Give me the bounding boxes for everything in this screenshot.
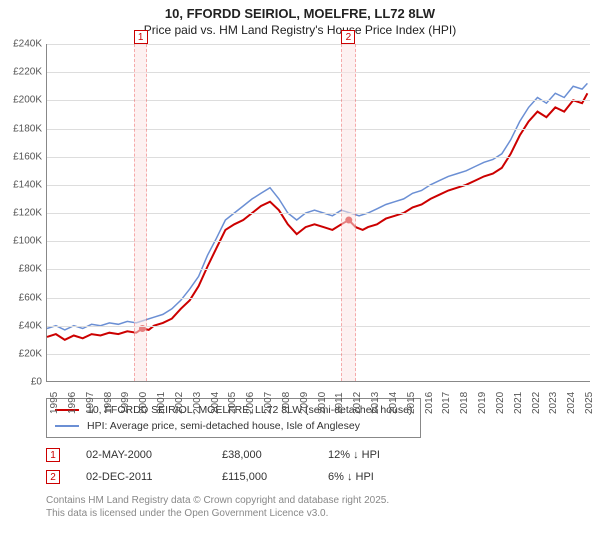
plot-area: 12: [46, 44, 590, 382]
y-axis-label: £160K: [13, 151, 42, 162]
x-axis-label: 2018: [459, 392, 470, 414]
y-axis-label: £20K: [19, 348, 42, 359]
y-axis-label: £40K: [19, 320, 42, 331]
x-axis-label: 1998: [103, 392, 114, 414]
marker-hpi-delta: 12% ↓ HPI: [328, 449, 428, 461]
title-block: 10, FFORDD SEIRIOL, MOELFRE, LL72 8LW Pr…: [0, 0, 600, 39]
chart-container: 10, FFORDD SEIRIOL, MOELFRE, LL72 8LW Pr…: [0, 0, 600, 560]
marker-row: 2 02-DEC-2011 £115,000 6% ↓ HPI: [46, 466, 428, 488]
y-axis-label: £0: [31, 377, 42, 388]
series-line: [47, 93, 587, 339]
x-axis-label: 2016: [424, 392, 435, 414]
marker-flag: 2: [341, 30, 355, 44]
x-axis-label: 2009: [299, 392, 310, 414]
marker-row: 1 02-MAY-2000 £38,000 12% ↓ HPI: [46, 444, 428, 466]
marker-flag: 1: [134, 30, 148, 44]
markers-table: 1 02-MAY-2000 £38,000 12% ↓ HPI 2 02-DEC…: [46, 444, 428, 488]
x-axis-label: 2010: [317, 392, 328, 414]
y-axis-label: £120K: [13, 208, 42, 219]
x-axis-label: 2021: [513, 392, 524, 414]
x-axis-label: 2015: [406, 392, 417, 414]
x-axis-label: 2012: [352, 392, 363, 414]
y-axis-label: £220K: [13, 67, 42, 78]
footer-line: This data is licensed under the Open Gov…: [46, 507, 389, 520]
marker-index-box: 2: [46, 470, 60, 484]
x-axis-label: 2020: [495, 392, 506, 414]
y-axis-label: £200K: [13, 95, 42, 106]
x-axis-label: 2005: [227, 392, 238, 414]
y-axis-label: £140K: [13, 179, 42, 190]
x-axis-label: 2002: [174, 392, 185, 414]
legend-label: HPI: Average price, semi-detached house,…: [87, 418, 360, 434]
footer-attribution: Contains HM Land Registry data © Crown c…: [46, 494, 389, 520]
x-axis-label: 1995: [49, 392, 60, 414]
marker-index-box: 1: [46, 448, 60, 462]
x-axis-label: 2007: [263, 392, 274, 414]
x-axis-label: 2019: [477, 392, 488, 414]
x-axis-label: 2006: [245, 392, 256, 414]
x-axis-label: 2008: [281, 392, 292, 414]
x-axis-label: 2017: [441, 392, 452, 414]
x-axis-label: 2013: [370, 392, 381, 414]
x-axis-label: 2023: [548, 392, 559, 414]
x-axis-label: 2004: [210, 392, 221, 414]
chart-title-line1: 10, FFORDD SEIRIOL, MOELFRE, LL72 8LW: [0, 6, 600, 21]
x-axis-label: 2001: [156, 392, 167, 414]
x-axis-label: 2022: [531, 392, 542, 414]
x-axis-label: 1996: [67, 392, 78, 414]
x-axis-label: 2011: [334, 392, 345, 414]
y-axis-label: £60K: [19, 292, 42, 303]
marker-date: 02-DEC-2011: [86, 471, 196, 483]
x-axis-label: 2003: [192, 392, 203, 414]
x-axis-label: 2000: [138, 392, 149, 414]
legend-swatch: [55, 425, 79, 427]
y-axis-label: £100K: [13, 236, 42, 247]
series-line: [47, 83, 587, 330]
marker-price: £115,000: [222, 471, 302, 483]
x-axis-label: 1997: [85, 392, 96, 414]
marker-price: £38,000: [222, 449, 302, 461]
y-axis-label: £80K: [19, 264, 42, 275]
y-axis-label: £180K: [13, 123, 42, 134]
chart-title-line2: Price paid vs. HM Land Registry's House …: [0, 23, 600, 37]
x-axis-label: 2014: [388, 392, 399, 414]
x-axis-label: 1999: [120, 392, 131, 414]
footer-line: Contains HM Land Registry data © Crown c…: [46, 494, 389, 507]
x-axis-label: 2024: [566, 392, 577, 414]
marker-date: 02-MAY-2000: [86, 449, 196, 461]
y-axis-label: £240K: [13, 39, 42, 50]
marker-hpi-delta: 6% ↓ HPI: [328, 471, 428, 483]
legend-item: HPI: Average price, semi-detached house,…: [55, 418, 412, 434]
x-axis-label: 2025: [584, 392, 595, 414]
